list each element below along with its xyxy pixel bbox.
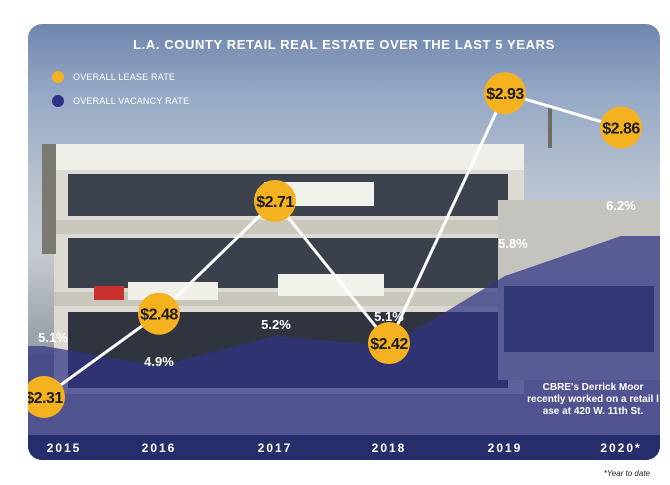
lease-point-2016	[138, 292, 180, 335]
annotation-line-3: ase at 420 W. 11th St.	[543, 406, 644, 417]
vacancy-area	[28, 236, 660, 436]
legend-lease-label: OVERALL LEASE RATE	[73, 72, 176, 82]
vacancy-label-2017: 5.2%	[261, 317, 291, 332]
legend-vacancy-dot	[52, 95, 64, 107]
vacancy-label-2015: 5.1%	[38, 330, 68, 345]
chart-frame: 5.1% 4.9% 5.2% 5.1% 5.8% 6.2% $2.31 $2.48 $2.71 $…	[28, 24, 660, 460]
annotation-line-1: CBRE's Derrick Moor	[543, 382, 644, 393]
chart-svg: 5.1% 4.9% 5.2% 5.1% 5.8% 6.2% $2.31 $2.48 $2.71 $…	[28, 72, 660, 460]
x-tick-2019: 2019	[488, 441, 523, 455]
lease-label-2017: $2.71	[256, 194, 294, 211]
lease-point-2015	[28, 376, 65, 418]
chart-title: L.A. COUNTY RETAIL REAL ESTATE OVER THE …	[133, 37, 555, 52]
lease-label-2018: $2.42	[370, 336, 408, 353]
lease-point-2018	[368, 322, 410, 365]
vacancy-label-2018: 5.1%	[374, 309, 404, 324]
vacancy-label-2020: 6.2%	[606, 198, 636, 213]
legend-item-vacancy: OVERALL VACANCY RATE	[52, 95, 189, 107]
lease-point-2017	[254, 180, 296, 222]
footnote: *Year to date	[603, 469, 650, 478]
x-tick-2016: 2016	[142, 441, 177, 455]
legend-lease-dot	[52, 71, 64, 83]
lease-point-2019	[484, 72, 526, 115]
x-tick-2015: 2015	[47, 441, 82, 455]
x-tick-2020: 2020*	[600, 441, 641, 455]
lease-label-2019: $2.93	[486, 86, 524, 103]
vacancy-label-2019: 5.8%	[498, 236, 528, 251]
legend-vacancy-label: OVERALL VACANCY RATE	[73, 96, 190, 106]
lease-label-2016: $2.48	[140, 307, 178, 324]
lease-label-2015: $2.31	[28, 390, 63, 407]
x-axis-band	[28, 435, 660, 460]
lease-label-2020: $2.86	[602, 121, 640, 138]
lease-point-2020	[600, 106, 642, 149]
x-tick-2017: 2017	[258, 441, 293, 455]
vacancy-label-2016: 4.9%	[144, 354, 174, 369]
x-tick-2018: 2018	[372, 441, 407, 455]
legend-item-lease: OVERALL LEASE RATE	[52, 71, 175, 83]
annotation-line-2: recently worked on a retail l	[527, 394, 659, 405]
